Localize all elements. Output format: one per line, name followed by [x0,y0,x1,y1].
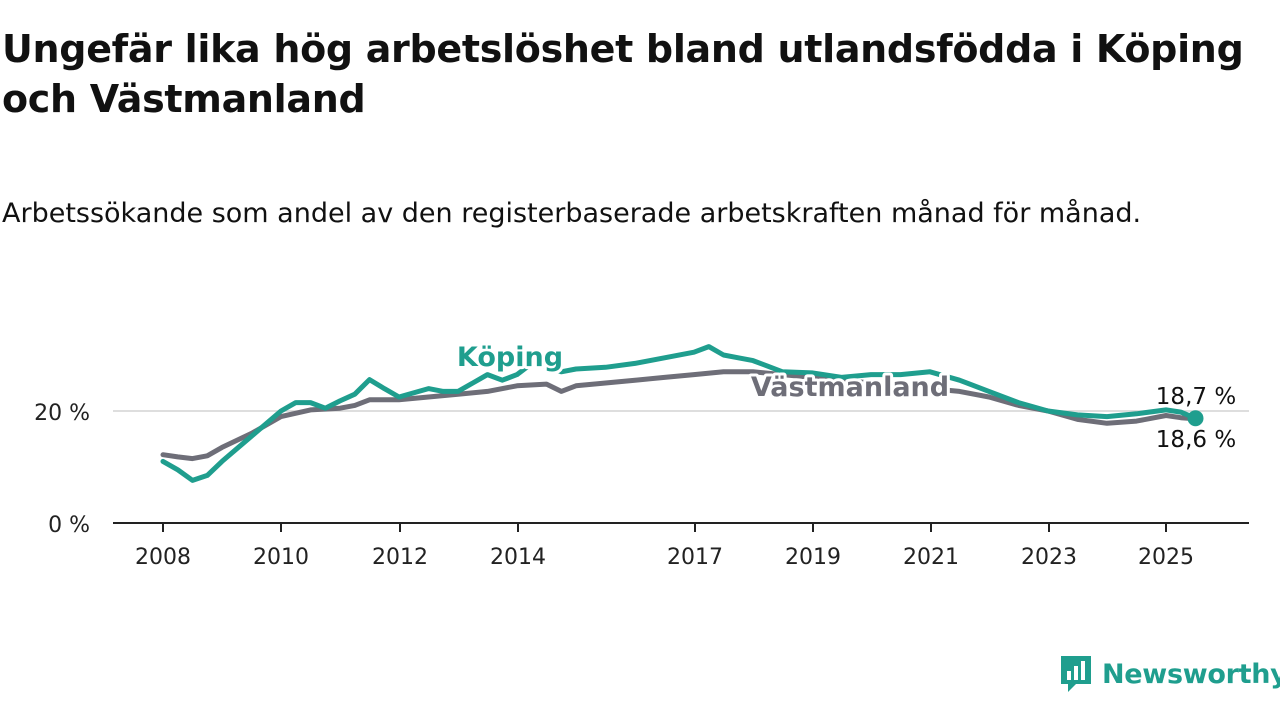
x-tick-label: 2023 [1021,545,1077,570]
series-label-vastmanland: Västmanland [751,372,949,403]
series-layer [160,344,1198,483]
brand-name: Newsworthy [1102,658,1280,690]
x-tick-label: 2010 [253,545,309,570]
series-label-vastmanland-halo: Västmanland [751,372,949,403]
x-axis: 2008 2010 2012 2014 2017 2019 2021 2023 2025 [113,522,1249,570]
y-tick-label: 0 % [48,513,90,538]
end-label-vastmanland-halo: 18,6 % [1156,427,1236,453]
x-tick-label: 2008 [135,545,191,570]
x-tick-label: 2025 [1138,545,1194,570]
end-label-vastmanland: 18,6 % [1156,427,1236,453]
x-tick-label: 2012 [372,545,428,570]
x-tick-label: 2019 [785,545,841,570]
series-line-vastmanland [160,369,1198,462]
series-line-koping [160,344,1198,483]
x-tick-label: 2017 [667,545,723,570]
series-label-koping: Köping [457,342,563,373]
brand-logo: Newsworthy [1058,654,1280,694]
end-label-koping: 18,7 % [1156,384,1236,410]
x-tick-label: 2014 [490,545,546,570]
x-tick-label: 2021 [903,545,959,570]
end-point-koping [1187,410,1204,427]
y-tick-label: 20 % [34,401,90,426]
chart-subtitle: Arbetssökande som andel av den registerb… [2,198,1142,229]
line-chart: 0 % 20 % 2008 2010 2012 2014 2017 2019 2021 2023… [34,339,1249,570]
series-label-koping-halo: Köping [457,342,563,373]
chart-title: Ungefär lika hög arbetslöshet bland utla… [2,27,1244,121]
newsworthy-logo-icon [1061,656,1091,692]
end-label-koping-halo: 18,7 % [1156,384,1236,410]
